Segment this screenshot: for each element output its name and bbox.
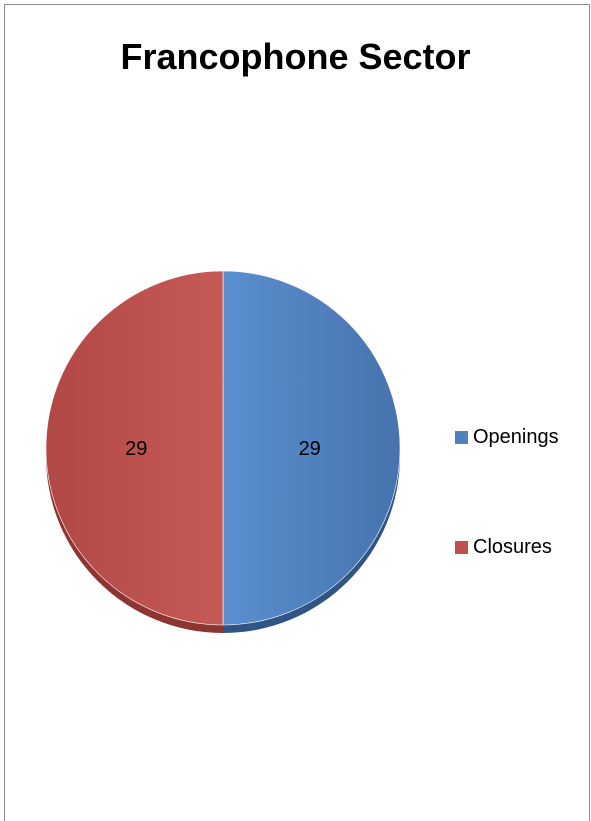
chart-title: Francophone Sector [120,36,471,77]
legend-swatch-openings [455,430,468,444]
legend-label-openings: Openings [473,425,559,448]
pie-slice-openings [222,270,401,626]
chart-frame [4,4,590,821]
legend: Openings Closures [455,423,559,561]
pie-slice-closures [45,270,224,626]
data-label-closures: 29 [125,438,147,460]
legend-label-closures: Closures [473,535,552,558]
legend-item-openings: Openings [455,423,559,451]
legend-item-closures: Closures [455,533,559,561]
data-label-openings: 29 [299,438,321,460]
legend-swatch-closures [455,540,468,554]
